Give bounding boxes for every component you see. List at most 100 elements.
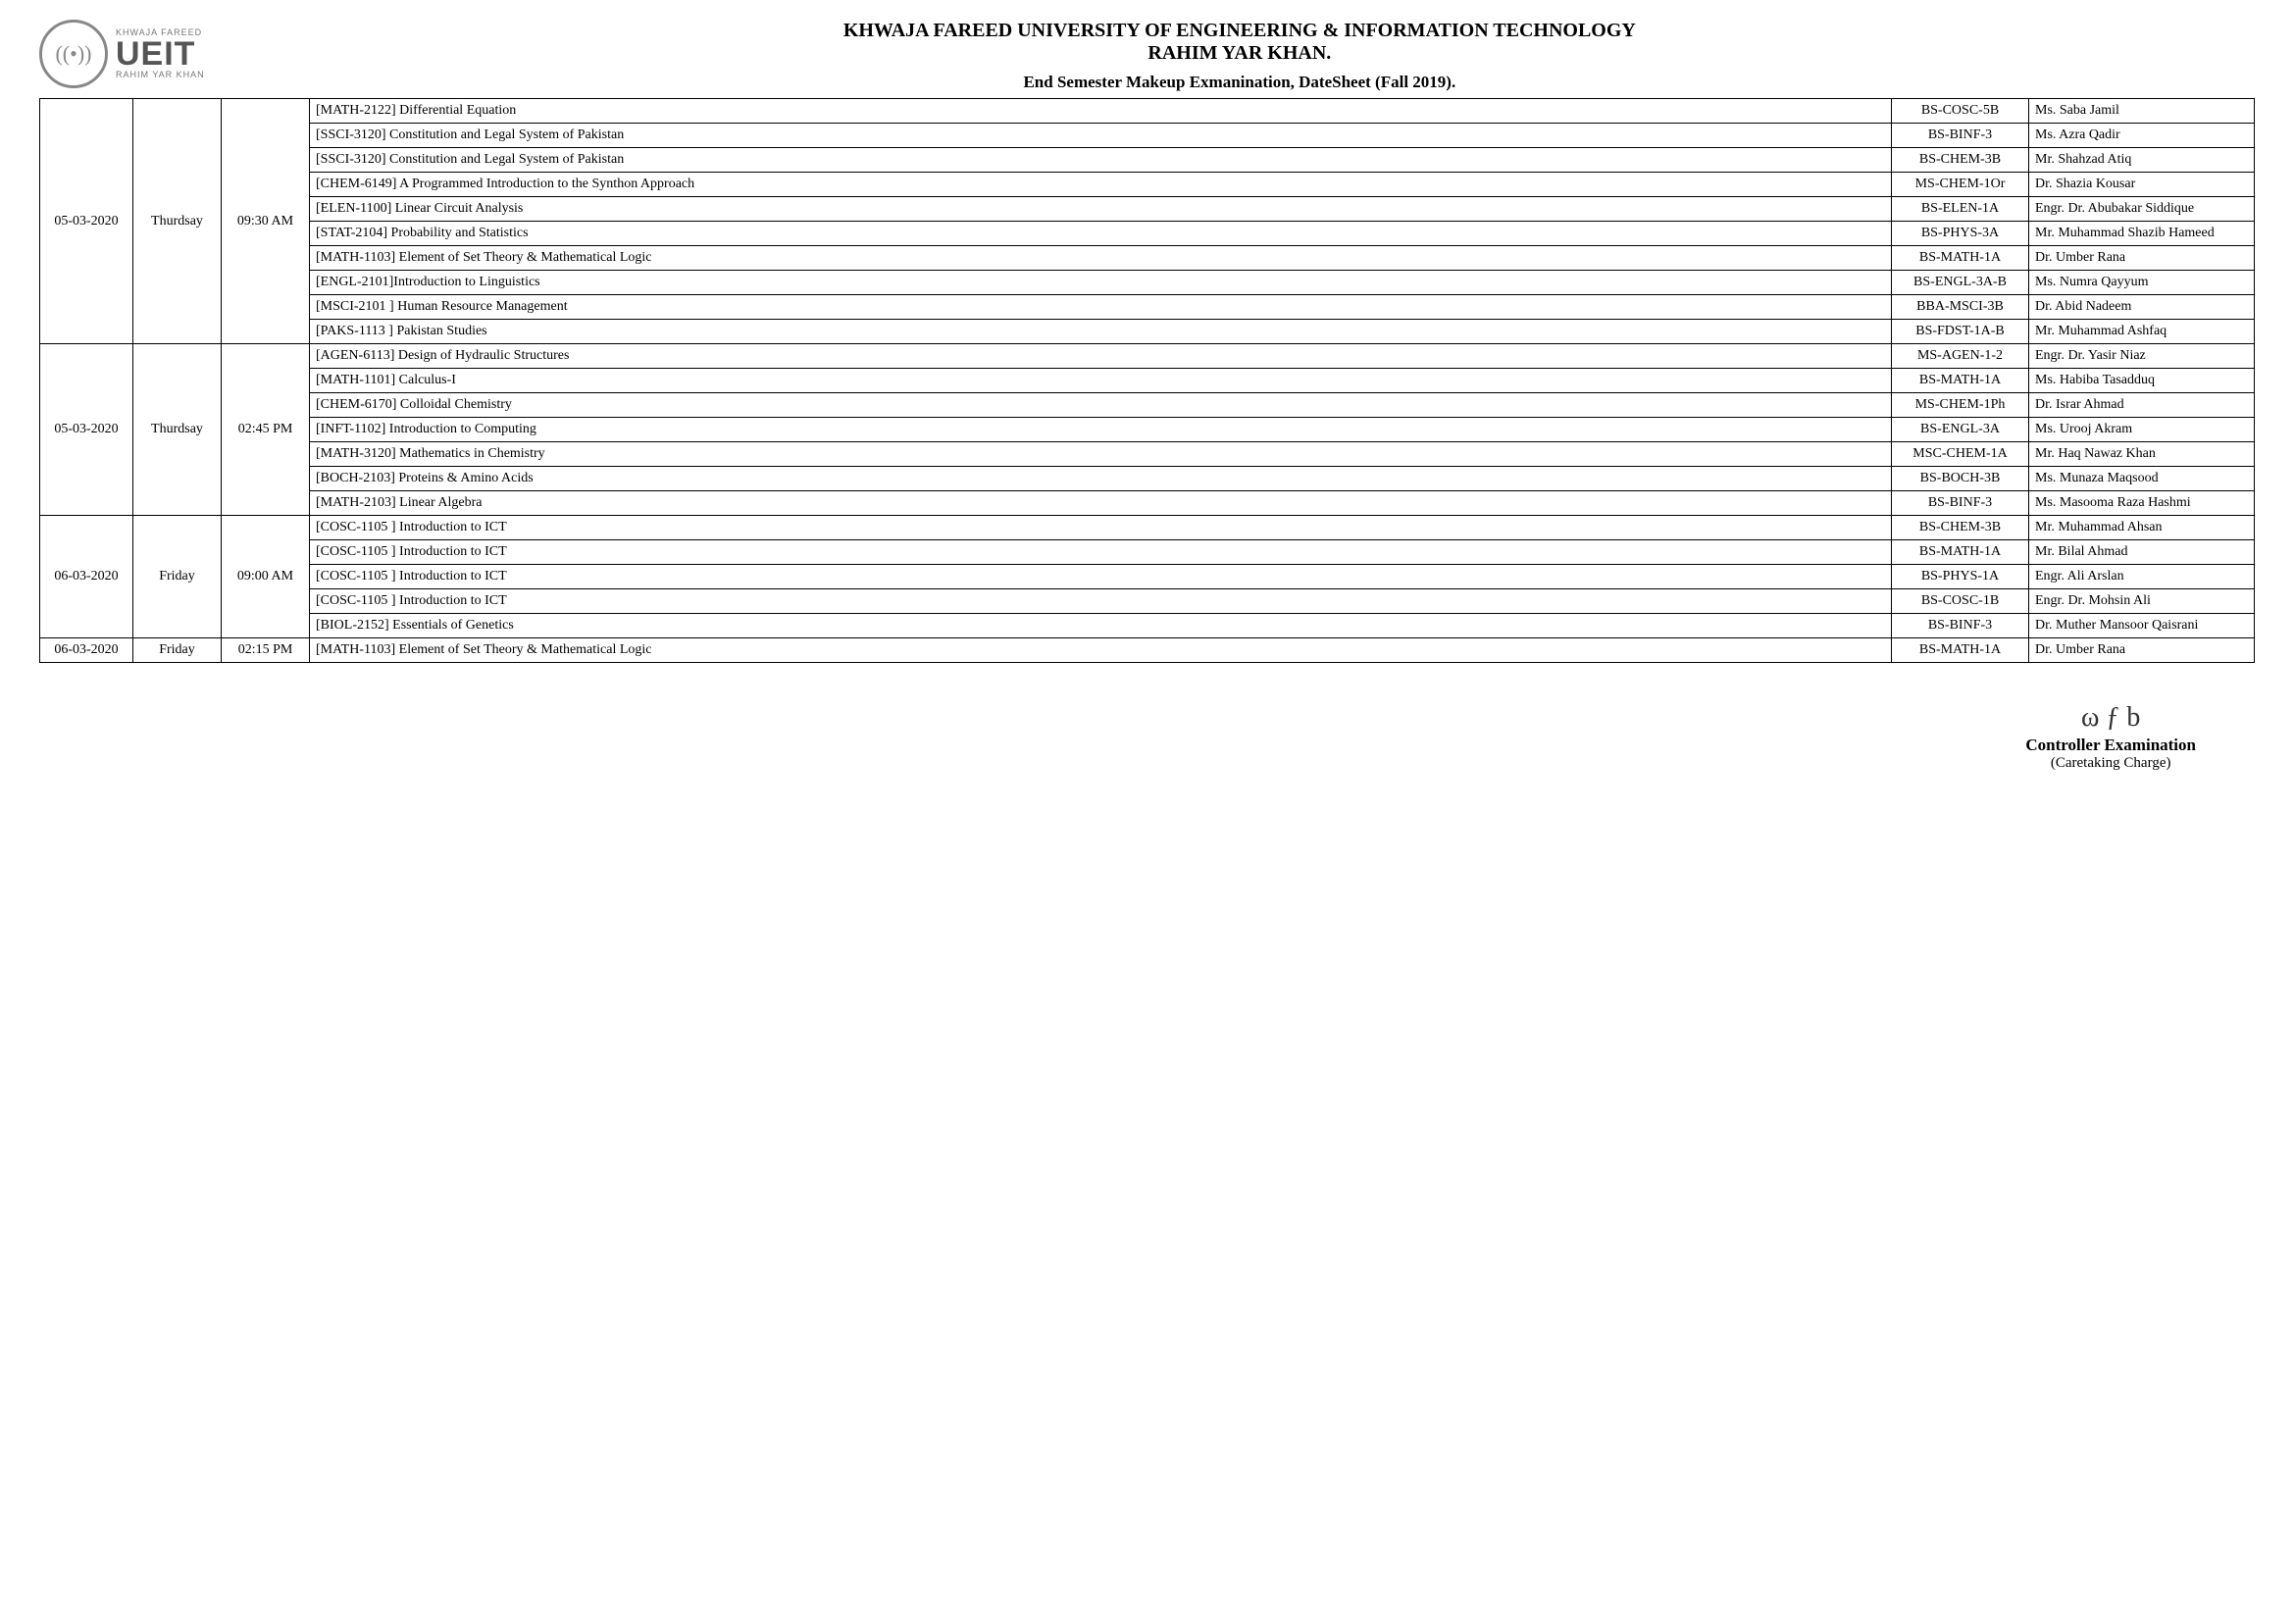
cell-teacher: Dr. Umber Rana <box>2029 246 2255 271</box>
table-row: 06-03-2020Friday09:00 AM[COSC-1105 ] Int… <box>40 516 2255 540</box>
table-row: [INFT-1102] Introduction to ComputingBS-… <box>40 418 2255 442</box>
table-row: [COSC-1105 ] Introduction to ICTBS-PHYS-… <box>40 565 2255 589</box>
cell-class: BS-BOCH-3B <box>1892 467 2029 491</box>
table-row: [COSC-1105 ] Introduction to ICTBS-MATH-… <box>40 540 2255 565</box>
cell-time: 02:45 PM <box>222 344 310 516</box>
cell-course: [MSCI-2101 ] Human Resource Management <box>310 295 1892 320</box>
cell-class: BS-BINF-3 <box>1892 124 2029 148</box>
cell-course: [SSCI-3120] Constitution and Legal Syste… <box>310 148 1892 173</box>
cell-teacher: Mr. Shahzad Atiq <box>2029 148 2255 173</box>
cell-class: BS-BINF-3 <box>1892 614 2029 638</box>
cell-course: [PAKS-1113 ] Pakistan Studies <box>310 320 1892 344</box>
cell-teacher: Ms. Munaza Maqsood <box>2029 467 2255 491</box>
title-block: KHWAJA FAREED UNIVERSITY OF ENGINEERING … <box>225 20 2255 92</box>
table-row: 05-03-2020Thurdsay02:45 PM[AGEN-6113] De… <box>40 344 2255 369</box>
cell-class: BS-ENGL-3A-B <box>1892 271 2029 295</box>
cell-course: [MATH-2103] Linear Algebra <box>310 491 1892 516</box>
document-header: ((•)) KHWAJA FAREED UEIT RAHIM YAR KHAN … <box>39 20 2255 92</box>
university-title-line2: RAHIM YAR KHAN. <box>225 42 2255 65</box>
cell-teacher: Ms. Urooj Akram <box>2029 418 2255 442</box>
cell-class: BS-MATH-1A <box>1892 540 2029 565</box>
cell-course: [MATH-1103] Element of Set Theory & Math… <box>310 638 1892 663</box>
table-row: 05-03-2020Thurdsay09:30 AM[MATH-2122] Di… <box>40 99 2255 124</box>
cell-course: [BOCH-2103] Proteins & Amino Acids <box>310 467 1892 491</box>
cell-class: BBA-MSCI-3B <box>1892 295 2029 320</box>
table-row: [MATH-3120] Mathematics in ChemistryMSC-… <box>40 442 2255 467</box>
cell-class: BS-COSC-5B <box>1892 99 2029 124</box>
cell-date: 06-03-2020 <box>40 516 133 638</box>
cell-class: BS-MATH-1A <box>1892 369 2029 393</box>
cell-class: BS-COSC-1B <box>1892 589 2029 614</box>
cell-teacher: Dr. Israr Ahmad <box>2029 393 2255 418</box>
cell-teacher: Dr. Shazia Kousar <box>2029 173 2255 197</box>
table-row: [SSCI-3120] Constitution and Legal Syste… <box>40 148 2255 173</box>
cell-course: [INFT-1102] Introduction to Computing <box>310 418 1892 442</box>
cell-day: Thurdsay <box>133 99 222 344</box>
table-row: [PAKS-1113 ] Pakistan StudiesBS-FDST-1A-… <box>40 320 2255 344</box>
cell-course: [COSC-1105 ] Introduction to ICT <box>310 589 1892 614</box>
cell-class: BS-PHYS-1A <box>1892 565 2029 589</box>
cell-teacher: Mr. Bilal Ahmad <box>2029 540 2255 565</box>
cell-course: [BIOL-2152] Essentials of Genetics <box>310 614 1892 638</box>
cell-course: [ENGL-2101]Introduction to Linguistics <box>310 271 1892 295</box>
cell-teacher: Dr. Muther Mansoor Qaisrani <box>2029 614 2255 638</box>
table-row: [COSC-1105 ] Introduction to ICTBS-COSC-… <box>40 589 2255 614</box>
table-row: [ELEN-1100] Linear Circuit AnalysisBS-EL… <box>40 197 2255 222</box>
cell-teacher: Ms. Azra Qadir <box>2029 124 2255 148</box>
cell-time: 02:15 PM <box>222 638 310 663</box>
cell-class: MS-CHEM-1Or <box>1892 173 2029 197</box>
cell-course: [MATH-1103] Element of Set Theory & Math… <box>310 246 1892 271</box>
logo-text: KHWAJA FAREED UEIT RAHIM YAR KHAN <box>116 28 205 79</box>
cell-day: Thurdsay <box>133 344 222 516</box>
cell-time: 09:30 AM <box>222 99 310 344</box>
table-row: [MATH-1101] Calculus-IBS-MATH-1AMs. Habi… <box>40 369 2255 393</box>
cell-teacher: Ms. Habiba Tasadduq <box>2029 369 2255 393</box>
table-row: [CHEM-6149] A Programmed Introduction to… <box>40 173 2255 197</box>
cell-teacher: Dr. Abid Nadeem <box>2029 295 2255 320</box>
table-row: [SSCI-3120] Constitution and Legal Syste… <box>40 124 2255 148</box>
cell-time: 09:00 AM <box>222 516 310 638</box>
cell-teacher: Ms. Masooma Raza Hashmi <box>2029 491 2255 516</box>
cell-teacher: Ms. Numra Qayyum <box>2029 271 2255 295</box>
table-row: [MSCI-2101 ] Human Resource ManagementBB… <box>40 295 2255 320</box>
table-row: [BIOL-2152] Essentials of GeneticsBS-BIN… <box>40 614 2255 638</box>
cell-course: [MATH-2122] Differential Equation <box>310 99 1892 124</box>
cell-teacher: Engr. Ali Arslan <box>2029 565 2255 589</box>
cell-class: MS-AGEN-1-2 <box>1892 344 2029 369</box>
cell-class: BS-ENGL-3A <box>1892 418 2029 442</box>
logo-main-text: UEIT <box>116 37 205 71</box>
cell-date: 05-03-2020 <box>40 99 133 344</box>
cell-class: BS-CHEM-3B <box>1892 516 2029 540</box>
table-row: [ENGL-2101]Introduction to LinguisticsBS… <box>40 271 2255 295</box>
cell-course: [COSC-1105 ] Introduction to ICT <box>310 565 1892 589</box>
signature-subtitle: (Caretaking Charge) <box>2025 755 2196 772</box>
university-emblem-icon: ((•)) <box>39 20 108 88</box>
table-row: [STAT-2104] Probability and StatisticsBS… <box>40 222 2255 246</box>
table-row: 06-03-2020Friday02:15 PM[MATH-1103] Elem… <box>40 638 2255 663</box>
table-row: [BOCH-2103] Proteins & Amino AcidsBS-BOC… <box>40 467 2255 491</box>
datesheet-table: 05-03-2020Thurdsay09:30 AM[MATH-2122] Di… <box>39 98 2255 663</box>
cell-class: BS-MATH-1A <box>1892 638 2029 663</box>
logo-block: ((•)) KHWAJA FAREED UEIT RAHIM YAR KHAN <box>39 20 205 88</box>
cell-day: Friday <box>133 638 222 663</box>
cell-class: BS-ELEN-1A <box>1892 197 2029 222</box>
document-subtitle: End Semester Makeup Exmanination, DateSh… <box>225 73 2255 92</box>
cell-course: [COSC-1105 ] Introduction to ICT <box>310 540 1892 565</box>
cell-teacher: Mr. Muhammad Shazib Hameed <box>2029 222 2255 246</box>
cell-teacher: Engr. Dr. Mohsin Ali <box>2029 589 2255 614</box>
cell-teacher: Engr. Dr. Abubakar Siddique <box>2029 197 2255 222</box>
cell-course: [STAT-2104] Probability and Statistics <box>310 222 1892 246</box>
cell-teacher: Engr. Dr. Yasir Niaz <box>2029 344 2255 369</box>
cell-course: [MATH-1101] Calculus-I <box>310 369 1892 393</box>
cell-class: MSC-CHEM-1A <box>1892 442 2029 467</box>
document-footer: ω ƒ b Controller Examination (Caretaking… <box>39 702 2255 772</box>
cell-date: 06-03-2020 <box>40 638 133 663</box>
cell-course: [AGEN-6113] Design of Hydraulic Structur… <box>310 344 1892 369</box>
cell-course: [SSCI-3120] Constitution and Legal Syste… <box>310 124 1892 148</box>
table-row: [MATH-1103] Element of Set Theory & Math… <box>40 246 2255 271</box>
cell-course: [ELEN-1100] Linear Circuit Analysis <box>310 197 1892 222</box>
university-title-line1: KHWAJA FAREED UNIVERSITY OF ENGINEERING … <box>225 20 2255 42</box>
cell-class: BS-MATH-1A <box>1892 246 2029 271</box>
cell-class: BS-BINF-3 <box>1892 491 2029 516</box>
signature-title: Controller Examination <box>2025 736 2196 755</box>
